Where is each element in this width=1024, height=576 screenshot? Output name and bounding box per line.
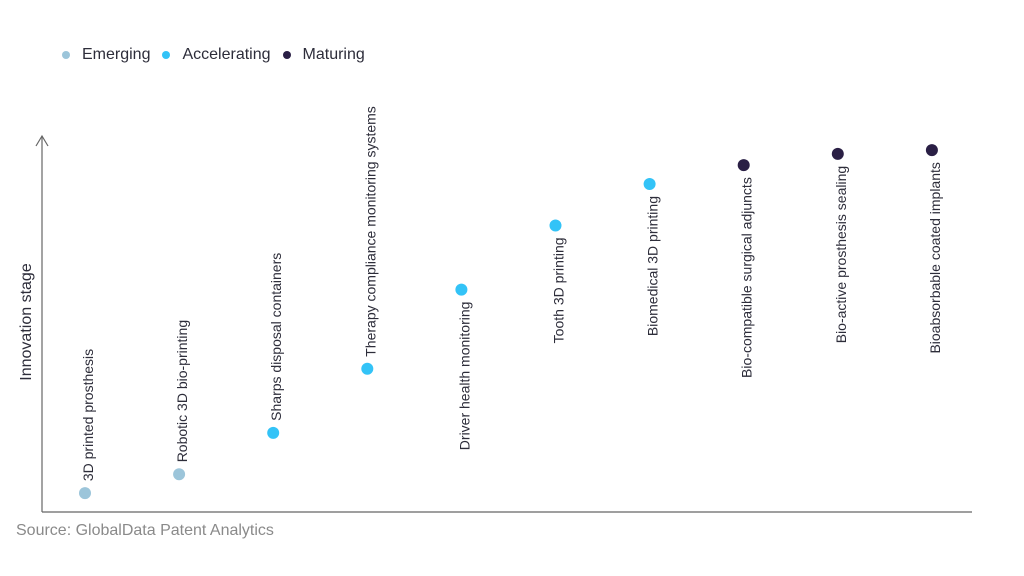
data-label: Sharps disposal containers [268, 253, 284, 421]
legend-label-accelerating: Accelerating [182, 46, 271, 63]
legend-item-accelerating: Accelerating [162, 46, 271, 64]
data-point [361, 362, 374, 375]
data-point [267, 426, 280, 439]
data-point [455, 283, 468, 296]
source-note: Source: GlobalData Patent Analytics [16, 522, 274, 539]
data-label: Bio-compatible surgical adjuncts [739, 177, 755, 378]
data-point [643, 178, 656, 191]
legend-dot-emerging [62, 51, 70, 59]
data-point [549, 219, 562, 232]
data-label: Therapy compliance monitoring systems [362, 106, 378, 357]
data-label: Bioabsorbable coated implants [927, 162, 943, 353]
data-point [79, 487, 91, 500]
data-point [737, 159, 750, 172]
data-point [831, 147, 844, 160]
legend-dot-accelerating [162, 51, 171, 59]
y-axis-label: Innovation stage [18, 263, 35, 381]
legend: Emerging Accelerating Maturing [62, 46, 377, 64]
data-label: Biomedical 3D printing [645, 196, 661, 336]
legend-item-emerging: Emerging [62, 46, 150, 64]
legend-dot-maturing [282, 51, 291, 59]
legend-item-maturing: Maturing [282, 46, 365, 64]
data-point [173, 468, 186, 481]
data-label: Tooth 3D printing [551, 237, 567, 343]
data-point [925, 144, 938, 157]
legend-label-maturing: Maturing [302, 46, 365, 63]
data-label: Robotic 3D bio-printing [174, 320, 190, 462]
data-label: Bio-active prosthesis sealing [833, 166, 849, 343]
data-label: 3D printed prosthesis [80, 349, 96, 481]
legend-label-emerging: Emerging [82, 46, 151, 63]
y-axis-arrow [35, 134, 49, 147]
data-label: Driver health monitoring [456, 302, 472, 451]
